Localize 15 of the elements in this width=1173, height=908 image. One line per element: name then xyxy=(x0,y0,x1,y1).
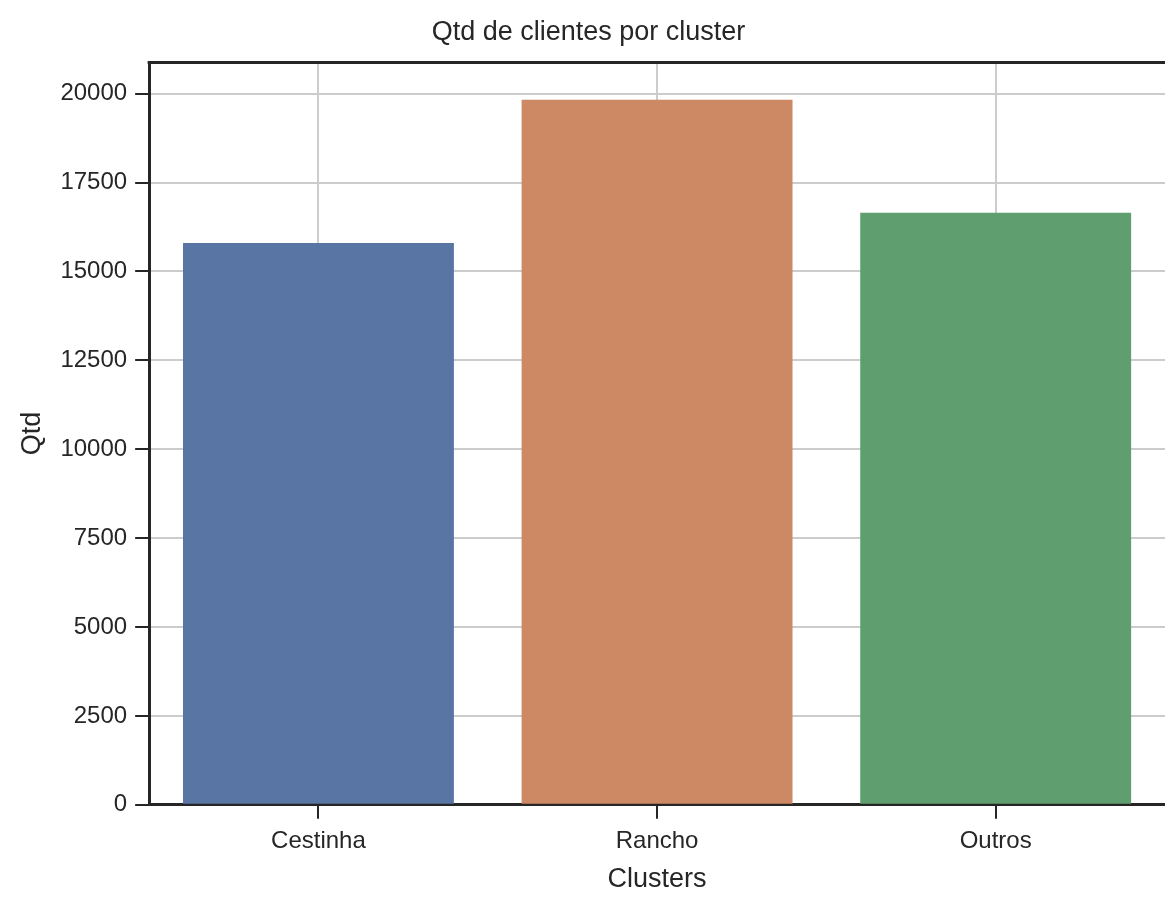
y-tick-label: 7500 xyxy=(73,522,128,550)
y-tick-label: 2500 xyxy=(73,700,128,728)
y-tick-label: 17500 xyxy=(60,167,128,195)
x-tick-label: Outros xyxy=(959,825,1032,853)
y-tick-label: 10000 xyxy=(60,433,128,461)
chart-title: Qtd de clientes por cluster xyxy=(431,15,746,46)
y-tick-label: 20000 xyxy=(60,78,128,106)
x-tick-label: Rancho xyxy=(615,825,699,853)
y-tick-label: 5000 xyxy=(73,611,128,639)
x-tick-label: Cestinha xyxy=(271,825,367,853)
y-tick-label: 12500 xyxy=(60,344,128,372)
y-tick-label: 15000 xyxy=(60,256,128,284)
y-axis-title: Qtd xyxy=(15,411,46,456)
x-axis-title: Clusters xyxy=(607,863,707,894)
y-tick-label: 0 xyxy=(113,789,128,817)
